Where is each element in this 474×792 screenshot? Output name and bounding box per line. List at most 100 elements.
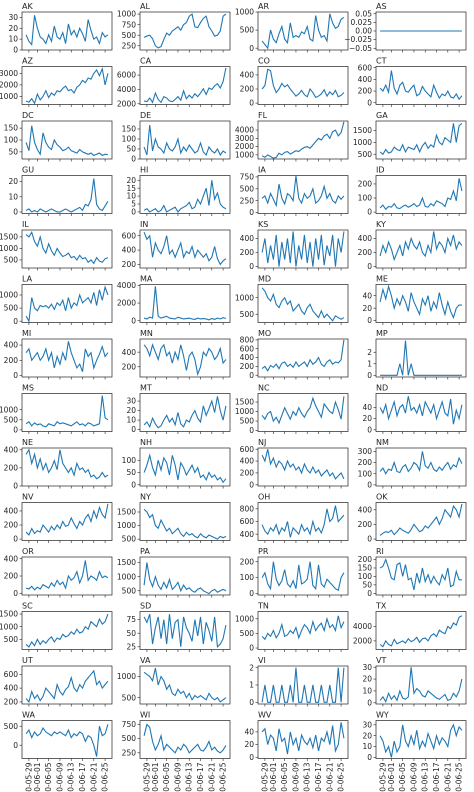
data-line (261, 449, 345, 480)
y-tick-label: 4000 (117, 85, 136, 94)
y-tick-label: 0 (249, 44, 254, 53)
y-tick-label: 50 (362, 580, 372, 589)
y-tick-label: 750 (122, 20, 137, 29)
data-line (379, 557, 462, 591)
axes-frame (139, 556, 231, 596)
y-tick-label: 600 (240, 445, 255, 454)
panel-title: MT (140, 384, 152, 393)
panel-title: AK (22, 2, 33, 11)
axes-frame (257, 11, 349, 51)
y-tick-label: 0 (249, 262, 254, 271)
y-tick-label: 1000 (235, 150, 254, 159)
axes-frame (21, 393, 113, 432)
x-tick-label: 2020-05-29 (378, 762, 387, 792)
data-line (25, 395, 109, 428)
y-tick-label: 100 (122, 135, 137, 144)
y-tick-label: 0 (13, 46, 18, 55)
panel-title: CO (258, 57, 270, 66)
data-line (261, 13, 345, 50)
axes-frame (139, 338, 231, 378)
axes-frame (21, 447, 113, 487)
y-tick-label: 0 (13, 482, 18, 491)
data-line (261, 121, 345, 159)
y-tick-label: 1000 (235, 407, 254, 416)
y-tick-label: 0 (367, 753, 372, 762)
y-tick-label: 1000 (0, 92, 18, 101)
y-tick-label: 200 (358, 248, 373, 257)
panel-title: TN (257, 602, 269, 611)
data-line (25, 230, 109, 265)
axes-frame (257, 665, 349, 705)
panel-title: NV (22, 493, 34, 502)
axes-frame (21, 502, 113, 541)
panel-title: AS (376, 2, 387, 11)
y-tick-label: 800 (240, 504, 255, 513)
y-tick-label: 1500 (0, 610, 18, 619)
panel-title: ME (376, 275, 388, 284)
y-tick-label: 400 (240, 234, 255, 243)
y-tick-label: 200 (4, 464, 19, 473)
data-line (379, 667, 463, 703)
y-tick-label: 20 (362, 675, 372, 684)
y-tick-label: 2000 (0, 81, 18, 90)
y-tick-label: 20 (362, 414, 372, 423)
y-tick-label: 50 (126, 145, 136, 154)
y-tick-label: 50 (126, 629, 136, 638)
y-tick-label: 2000 (117, 299, 136, 308)
axes-frame (375, 229, 467, 269)
panel-title: HI (140, 166, 148, 175)
y-tick-label: 0 (367, 589, 372, 598)
x-tick-label: 2020-06-05 (162, 762, 171, 792)
y-tick-label: 20 (362, 731, 372, 740)
y-tick-label: 200 (358, 180, 373, 189)
y-tick-label: 200 (4, 572, 19, 581)
y-tick-label: 250 (240, 196, 255, 205)
panel-title: AZ (22, 57, 33, 66)
data-line (143, 667, 227, 703)
y-tick-label: 10 (126, 192, 136, 201)
data-line (25, 125, 109, 157)
y-tick-label: 20 (244, 740, 254, 749)
axes-frame (139, 175, 231, 214)
y-tick-label: 0 (367, 371, 372, 380)
data-line (379, 231, 463, 262)
panel-title: NJ (258, 438, 266, 447)
panel-title: OK (376, 493, 388, 502)
panel-title: WY (376, 711, 389, 720)
panel-title: DE (140, 111, 151, 120)
y-tick-label: 1000 (117, 672, 136, 681)
panel-title: CA (140, 57, 152, 66)
panel-title: AR (258, 2, 269, 11)
panel-title: GA (376, 111, 388, 120)
y-tick-label: 100 (122, 456, 137, 465)
x-tick-label: 2020-06-09 (291, 762, 300, 792)
y-tick-label: 1500 (353, 126, 372, 135)
data-line (143, 562, 227, 595)
data-line (379, 723, 463, 758)
data-line (143, 508, 227, 540)
data-line (25, 178, 109, 213)
y-tick-label: 400 (4, 684, 19, 693)
y-tick-label: 600 (4, 670, 19, 679)
data-line (261, 561, 345, 592)
y-tick-label: 100 (358, 572, 373, 581)
panel-title: RI (376, 547, 384, 556)
y-tick-label: 600 (122, 231, 137, 240)
y-tick-label: 500 (4, 722, 19, 731)
axes-frame (375, 11, 467, 51)
y-tick-label: 500 (4, 304, 19, 313)
data-line (379, 122, 463, 156)
y-tick-label: 1000 (117, 10, 136, 19)
data-line (25, 341, 109, 372)
y-tick-label: 40 (362, 291, 372, 300)
x-tick-label: 2020-06-25 (337, 762, 346, 792)
x-tick-label: 2020-06-13 (421, 762, 430, 792)
y-tick-label: 400 (240, 353, 255, 362)
y-tick-label: 400 (122, 246, 137, 255)
data-line (143, 614, 227, 648)
data-line (261, 175, 345, 208)
panel-title: MA (140, 275, 153, 284)
y-tick-label: 400 (4, 554, 19, 563)
axes-frame (21, 229, 113, 269)
